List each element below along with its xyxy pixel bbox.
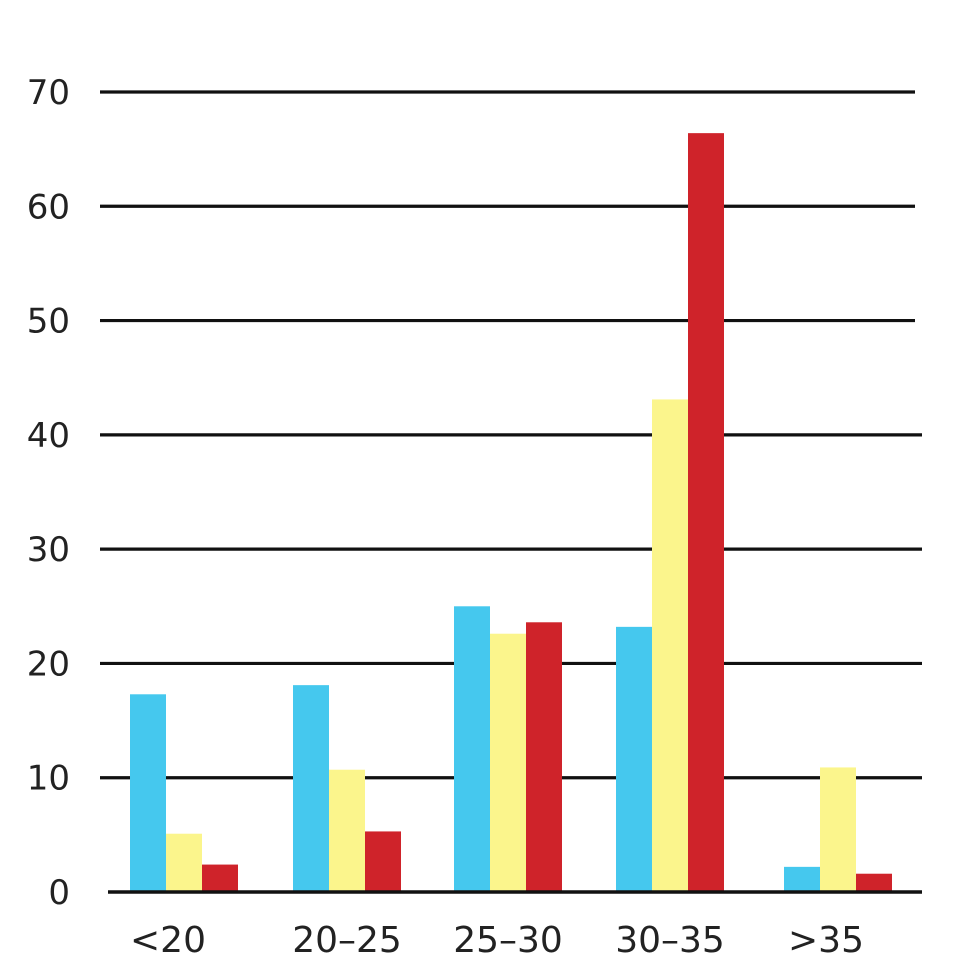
y-tick-label-60: 60 <box>27 187 70 227</box>
bar-series3-0 <box>202 864 238 892</box>
bars <box>130 133 892 893</box>
y-tick-label-40: 40 <box>27 416 70 456</box>
y-tick-label-50: 50 <box>27 302 70 342</box>
y-tick-label-10: 10 <box>27 759 70 799</box>
x-tick-label-3: 30–35 <box>615 920 725 960</box>
bar-series2-4 <box>820 767 856 892</box>
bar-series1-3 <box>616 626 652 892</box>
y-tick-label-30: 30 <box>27 530 70 570</box>
y-axis-ticks: 0 10 20 30 40 50 60 70 <box>27 73 70 913</box>
bar-series1-4 <box>784 866 820 892</box>
bar-series1-2 <box>454 606 490 892</box>
bar-series2-1 <box>329 769 365 892</box>
gridlines <box>100 90 922 780</box>
bar-series2-2 <box>490 633 526 892</box>
bar-series2-3 <box>652 399 688 892</box>
bar-series1-0 <box>130 694 166 892</box>
bar-series3-3 <box>688 133 724 893</box>
x-tick-label-0: <20 <box>130 920 206 960</box>
x-tick-label-2: 25–30 <box>453 920 563 960</box>
bar-series3-4 <box>856 873 892 892</box>
y-tick-label-0: 0 <box>48 873 70 913</box>
bar-series2-0 <box>166 833 202 892</box>
bar-series3-1 <box>365 831 401 892</box>
x-tick-label-4: >35 <box>788 920 864 960</box>
bar-series1-1 <box>293 685 329 892</box>
bar-series3-2 <box>526 622 562 892</box>
y-tick-label-70: 70 <box>27 73 70 113</box>
x-axis-ticks: <20 20–25 25–30 30–35 >35 <box>130 920 864 961</box>
x-tick-label-1: 20–25 <box>292 920 402 960</box>
y-tick-label-20: 20 <box>27 644 70 684</box>
